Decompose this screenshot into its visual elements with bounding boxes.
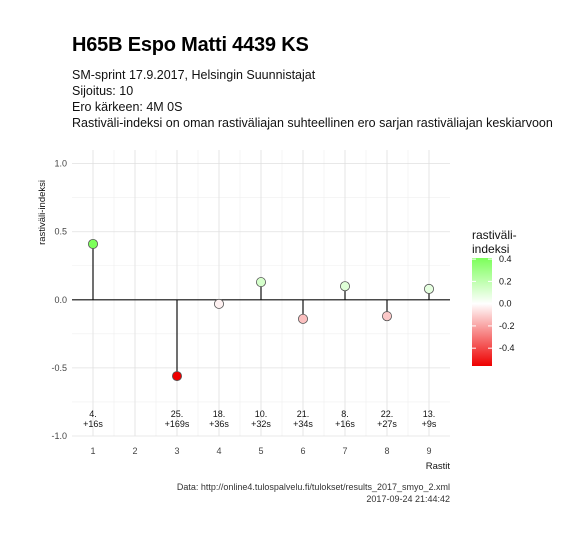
point-diff-label: +16s <box>335 419 355 429</box>
x-tick-label: 7 <box>342 446 347 456</box>
x-tick-label: 9 <box>426 446 431 456</box>
legend-tick-label: -0.4 <box>499 343 515 353</box>
caption-timestamp: 2017-09-24 21:44:42 <box>366 494 450 504</box>
point-diff-label: +169s <box>165 419 190 429</box>
point-diff-label: +9s <box>422 419 437 429</box>
y-tick-label: -0.5 <box>51 363 67 373</box>
legend-title-line2: indeksi <box>472 242 509 256</box>
point-diff-label: +16s <box>83 419 103 429</box>
y-tick-label: 1.0 <box>54 159 67 169</box>
y-tick-label: 0.0 <box>54 295 67 305</box>
legend-colorbar <box>472 258 492 366</box>
lollipop-point <box>255 277 266 288</box>
caption-source: Data: http://online4.tulospalvelu.fi/tul… <box>176 482 450 492</box>
lollipop-point <box>171 371 182 382</box>
chart-title: H65B Espo Matti 4439 KS <box>72 34 309 56</box>
lollipop-point <box>88 238 99 249</box>
lollipop-point <box>213 298 224 309</box>
point-rank-label: 21. <box>297 409 310 419</box>
legend-tick-label: 0.2 <box>499 276 512 286</box>
point-rank-label: 4. <box>89 409 97 419</box>
x-tick-label: 5 <box>258 446 263 456</box>
y-tick-label: -1.0 <box>51 431 67 441</box>
point-rank-label: 13. <box>423 409 436 419</box>
x-tick-label: 3 <box>174 446 179 456</box>
point-diff-label: +27s <box>377 419 397 429</box>
x-tick-label: 4 <box>216 446 221 456</box>
lollipop-point <box>381 311 392 322</box>
y-tick-label: 0.5 <box>54 227 67 237</box>
x-tick-label: 2 <box>132 446 137 456</box>
point-diff-label: +32s <box>251 419 271 429</box>
x-axis-title: Rastit <box>426 461 451 472</box>
chart-subtitle-gap: Ero kärkeen: 4M 0S <box>72 100 183 114</box>
chart-subtitle-rank: Sijoitus: 10 <box>72 84 134 98</box>
legend-tick-label: -0.2 <box>499 321 515 331</box>
lollipop-point <box>339 281 350 292</box>
legend-title-line1: rastiväli- <box>472 228 517 242</box>
legend-tick-label: 0.4 <box>499 254 512 264</box>
point-rank-label: 22. <box>381 409 394 419</box>
point-rank-label: 10. <box>255 409 268 419</box>
point-diff-label: +34s <box>293 419 313 429</box>
lollipop-point <box>297 313 308 324</box>
x-tick-label: 6 <box>300 446 305 456</box>
point-diff-label: +36s <box>209 419 229 429</box>
point-rank-label: 18. <box>213 409 226 419</box>
chart-subtitle-description: Rastiväli-indeksi on oman rastiväliajan … <box>72 116 553 130</box>
point-rank-label: 8. <box>341 409 349 419</box>
lollipop-point <box>423 283 434 294</box>
legend-tick-label: 0.0 <box>499 299 512 309</box>
y-axis-title: rastiväli-indeksi <box>37 180 48 245</box>
x-tick-label: 1 <box>90 446 95 456</box>
chart-subtitle-event: SM-sprint 17.9.2017, Helsingin Suunnista… <box>72 68 316 82</box>
x-tick-label: 8 <box>384 446 389 456</box>
point-rank-label: 25. <box>171 409 184 419</box>
